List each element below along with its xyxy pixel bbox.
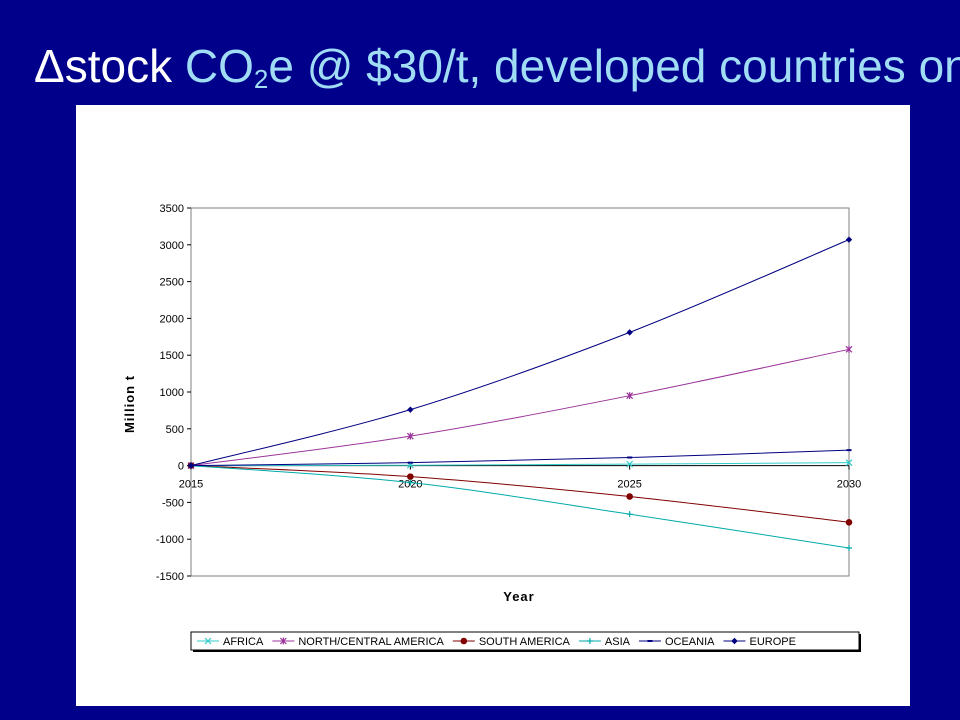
y-tick-label: -500	[162, 497, 184, 509]
title-rest: e @ $30/t, developed countries only	[268, 40, 960, 92]
y-tick-label: 3500	[160, 203, 184, 215]
y-tick-label: 3000	[160, 240, 184, 252]
legend-marker-africa	[204, 637, 212, 645]
data-point-south-america	[407, 473, 414, 480]
series-line-oceania	[190, 449, 850, 467]
legend-item-oceania: OCEANIA	[638, 636, 715, 648]
y-tick-label: 2500	[160, 277, 184, 289]
series-line-north-central-america	[190, 348, 850, 467]
y-tick-label: 1000	[160, 387, 184, 399]
plot-border	[190, 207, 850, 577]
data-point-south-america	[626, 493, 633, 500]
x-axis-title: Year	[503, 589, 534, 604]
slide-title: Δstock CO2e @ $30/t, developed countries…	[34, 36, 960, 109]
legend-item-europe: EUROPE	[723, 636, 796, 648]
legend-marker-asia	[586, 638, 593, 644]
data-point-europe	[407, 406, 414, 413]
data-point-asia	[407, 479, 414, 486]
legend-label-north-central-america: NORTH/CENTRAL AMERICA	[298, 636, 444, 648]
x-tick-label: 2025	[617, 479, 641, 491]
data-point-europe	[626, 329, 633, 336]
plot-area	[190, 207, 850, 577]
data-point-asia	[846, 545, 852, 552]
legend-item-south-america: SOUTH AMERICA	[452, 636, 571, 648]
legend-label-africa: AFRICA	[223, 636, 264, 648]
data-point-north-central-america	[626, 392, 634, 400]
y-axis: 3500 3000 2500 2000 1500 1000 500 0 -500 -1000 -15…	[156, 203, 191, 583]
series-line-africa	[190, 462, 850, 467]
y-tick-label: 1500	[160, 350, 184, 362]
y-tick-label: 0	[178, 461, 184, 473]
data-point-south-america	[845, 518, 853, 526]
data-point-north-central-america	[845, 345, 853, 353]
y-tick-label: 500	[166, 424, 184, 436]
data-point-europe	[845, 236, 853, 243]
legend-label-asia: ASIA	[605, 636, 631, 648]
title-co: CO	[184, 40, 254, 92]
title-subscript: 2	[253, 64, 269, 94]
y-tick-label: -1500	[156, 571, 184, 583]
x-tick-label: 2030	[837, 479, 861, 491]
chart-panel: 3500 3000 2500 2000 1500 1000 500 0 -500 -1000 -15…	[76, 105, 910, 706]
series-line-asia	[190, 465, 850, 549]
data-point-africa	[626, 460, 634, 468]
series-layer	[187, 236, 853, 552]
data-point-north-central-america	[406, 432, 414, 440]
y-axis-title: Million t	[122, 375, 137, 433]
series-line-south-america	[190, 465, 850, 523]
y-tick-label: 2000	[160, 313, 184, 325]
title-subtitle: CO2e @ $30/t, developed countries only	[184, 40, 960, 94]
series-line-europe	[190, 239, 850, 467]
legend-item-north-central-america: NORTH/CENTRAL AMERICA	[272, 636, 444, 648]
y-tick-label: -1000	[156, 534, 184, 546]
data-point-africa	[845, 459, 853, 467]
x-tick-label: 2015	[179, 479, 203, 491]
legend-item-africa: AFRICA	[197, 636, 264, 648]
series-asia	[188, 462, 852, 552]
legend-box	[190, 631, 860, 651]
legend-marker-south-america	[460, 637, 468, 645]
legend: AFRICA NORTH/CENTRAL AMERICA SOUTH AMERICA…	[190, 631, 861, 652]
legend-label-oceania: OCEANIA	[665, 636, 715, 648]
legend-label-europe: EUROPE	[749, 636, 795, 648]
legend-marker-north-central-america	[279, 637, 287, 645]
legend-item-asia: ASIA	[578, 636, 631, 648]
title-delta: Δstock	[34, 40, 173, 92]
legend-marker-europe	[731, 637, 738, 645]
series-europe	[187, 236, 853, 469]
data-point-asia	[626, 511, 633, 518]
series-north-central-america	[187, 345, 853, 470]
legend-label-south-america: SOUTH AMERICA	[479, 636, 571, 648]
line-chart: 3500 3000 2500 2000 1500 1000 500 0 -500 -1000 -15…	[122, 203, 861, 652]
